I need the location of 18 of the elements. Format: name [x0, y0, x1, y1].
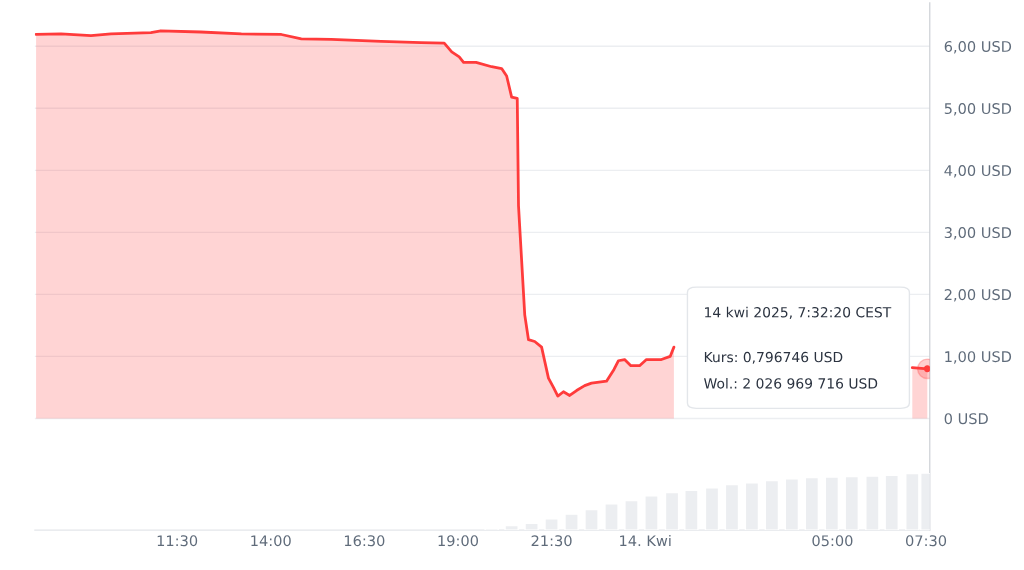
- y-tick-label: 4,00 USD: [944, 165, 1012, 178]
- x-tick-label: 21:30: [531, 535, 572, 547]
- x-tick-label: 19:00: [438, 535, 479, 547]
- x-tick-label: 11:30: [157, 535, 198, 547]
- x-tick-label: 07:30: [906, 535, 947, 547]
- x-tick-label: 16:30: [344, 535, 385, 547]
- x-tick-label: 14:00: [251, 535, 291, 547]
- y-tick-label: 2,00 USD: [944, 289, 1012, 302]
- annotation: Kurs: 0,796746 USD: [704, 351, 843, 364]
- y-tick-label: 3,00 USD: [944, 227, 1012, 240]
- annotation: 14 kwi 2025, 7:32:20 CEST: [705, 306, 892, 319]
- x-tick-label: 14. Kwi: [620, 534, 671, 547]
- y-tick-label: 6,00 USD: [944, 40, 1012, 54]
- y-tick-label: 1,00 USD: [945, 351, 1012, 364]
- annotation: Wol.: 2 026 969 716 USD: [704, 377, 878, 389]
- x-tick-label: 05:00: [812, 535, 853, 547]
- y-tick-label: 0 USD: [944, 413, 988, 425]
- y-tick-label: 5,00 USD: [944, 103, 1012, 116]
